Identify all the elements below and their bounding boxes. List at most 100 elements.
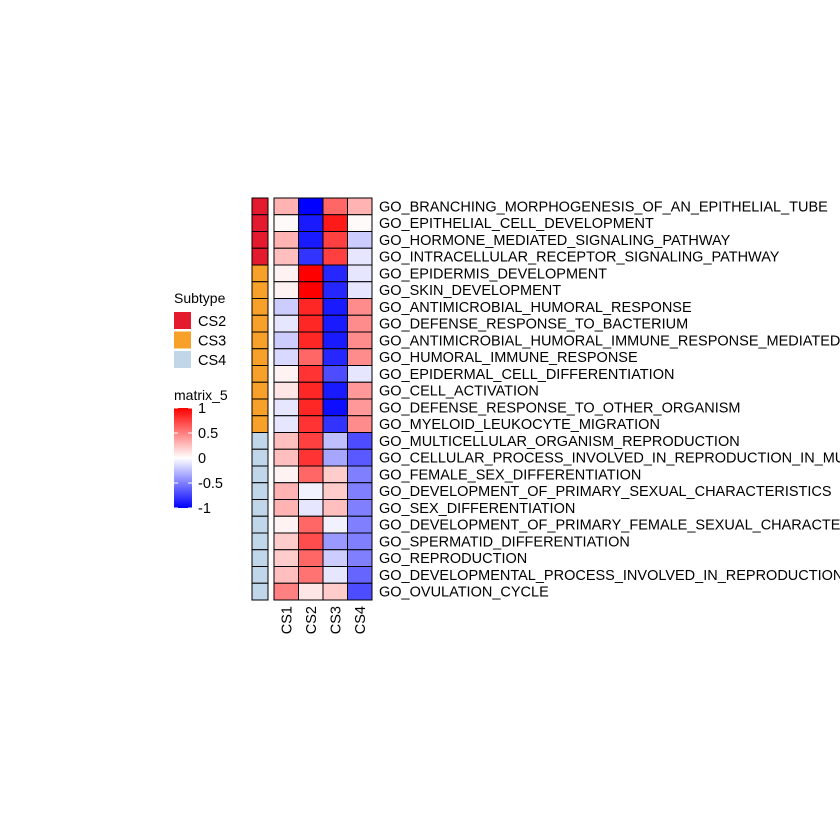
heatmap-cell	[273, 549, 299, 567]
column-label: CS4	[353, 606, 369, 634]
heatmap-cell	[322, 381, 348, 400]
heatmap-cell	[298, 482, 324, 500]
heatmap-cell	[322, 264, 348, 283]
heatmap-cell	[347, 398, 373, 417]
heatmap-cell	[273, 398, 299, 417]
annotation-cell	[251, 348, 269, 366]
annotation-cell	[251, 582, 269, 601]
heatmap-cell	[298, 515, 324, 534]
row-label: GO_ANTIMICROBIAL_HUMORAL_RESPONSE	[379, 300, 692, 316]
annotation-cell	[251, 465, 269, 484]
heatmap-cell	[298, 566, 324, 584]
row-label: GO_SKIN_DEVELOPMENT	[379, 283, 561, 299]
row-label: GO_EPIDERMIS_DEVELOPMENT	[379, 266, 607, 282]
heatmap-cell	[273, 365, 299, 383]
heatmap-cell	[298, 415, 324, 433]
row-label: GO_EPIDERMAL_CELL_DIFFERENTIATION	[379, 367, 674, 383]
heatmap-cells	[273, 197, 373, 601]
heatmap-cell	[273, 415, 299, 433]
heatmap-cell	[273, 231, 299, 249]
value-legend-label: 0	[198, 451, 206, 467]
heatmap-cell	[273, 264, 299, 283]
heatmap-cell	[298, 448, 324, 467]
heatmap-cell	[347, 197, 373, 216]
annotation-cell	[251, 231, 269, 249]
annotation-cell	[251, 432, 269, 450]
subtype-legend-label: CS2	[198, 314, 226, 330]
heatmap-cell	[298, 582, 324, 601]
value-legend-label: 1	[198, 401, 206, 417]
heatmap-cell	[322, 314, 348, 333]
heatmap-cell	[298, 549, 324, 567]
heatmap-cell	[298, 281, 324, 299]
heatmap-cell	[273, 532, 299, 551]
row-label: GO_SPERMATID_DIFFERENTIATION	[379, 534, 630, 550]
heatmap-cell	[298, 432, 324, 450]
column-label: CS2	[304, 606, 320, 634]
heatmap-cell	[322, 582, 348, 601]
subtype-legend-swatch	[174, 351, 191, 368]
value-legend-label: -0.5	[198, 476, 223, 492]
heatmap-cell	[298, 298, 324, 316]
row-label: GO_DEVELOPMENT_OF_PRIMARY_SEXUAL_CHARACT…	[379, 484, 832, 500]
heatmap-cell	[322, 365, 348, 383]
row-label: GO_INTRACELLULAR_RECEPTOR_SIGNALING_PATH…	[379, 250, 780, 266]
row-label: GO_HUMORAL_IMMUNE_RESPONSE	[379, 350, 638, 366]
row-label: GO_DEVELOPMENT_OF_PRIMARY_FEMALE_SEXUAL_…	[379, 518, 840, 534]
annotation-cell	[251, 381, 269, 400]
heatmap-cell	[298, 398, 324, 417]
heatmap-cell	[298, 365, 324, 383]
heatmap-cell	[347, 448, 373, 467]
heatmap-cell	[273, 482, 299, 500]
heatmap-cell	[347, 566, 373, 584]
heatmap-cell	[347, 264, 373, 283]
heatmap-cell	[322, 448, 348, 467]
heatmap-cell	[347, 365, 373, 383]
heatmap-cell	[273, 281, 299, 299]
heatmap-cell	[347, 465, 373, 484]
heatmap-cell	[298, 214, 324, 232]
annotation-cell	[251, 365, 269, 383]
heatmap-cell	[273, 197, 299, 216]
heatmap-cell	[322, 331, 348, 350]
row-label: GO_MULTICELLULAR_ORGANISM_REPRODUCTION	[379, 434, 740, 450]
annotation-cell	[251, 214, 269, 232]
subtype-legend-label: CS3	[198, 334, 226, 350]
heatmap-cell	[322, 197, 348, 216]
annotation-cell	[251, 314, 269, 333]
heatmap-cell	[298, 348, 324, 366]
heatmap-cell	[347, 582, 373, 601]
row-label: GO_CELL_ACTIVATION	[379, 384, 539, 400]
heatmap-cell	[298, 264, 324, 283]
heatmap-cell	[298, 499, 324, 517]
heatmap-cell	[347, 231, 373, 249]
annotation-cell	[251, 549, 269, 567]
row-label: GO_CELLULAR_PROCESS_INVOLVED_IN_REPRODUC…	[379, 451, 840, 467]
heatmap-cell	[347, 515, 373, 534]
heatmap-cell	[298, 314, 324, 333]
heatmap-cell	[322, 515, 348, 534]
annotation-cell	[251, 281, 269, 299]
heatmap-cell	[322, 247, 348, 266]
heatmap-cell	[322, 566, 348, 584]
value-legend-label: 0.5	[198, 426, 218, 442]
row-label: GO_DEFENSE_RESPONSE_TO_BACTERIUM	[379, 317, 688, 333]
row-label: GO_FEMALE_SEX_DIFFERENTIATION	[379, 467, 641, 483]
heatmap-cell	[298, 231, 324, 249]
annotation-cell	[251, 264, 269, 283]
value-legend-title: matrix_5	[174, 387, 228, 403]
annotation-cell	[251, 398, 269, 417]
heatmap-cell	[347, 432, 373, 450]
heatmap-cell	[273, 566, 299, 584]
heatmap-cell	[273, 448, 299, 467]
annotation-cell	[251, 298, 269, 316]
subtype-legend-title: Subtype	[174, 290, 226, 306]
heatmap-cell	[347, 482, 373, 500]
heatmap-cell	[298, 465, 324, 484]
row-label: GO_OVULATION_CYCLE	[379, 585, 549, 601]
annotation-cell	[251, 499, 269, 517]
heatmap-cell	[347, 214, 373, 232]
heatmap-cell	[322, 214, 348, 232]
heatmap-cell	[347, 247, 373, 266]
